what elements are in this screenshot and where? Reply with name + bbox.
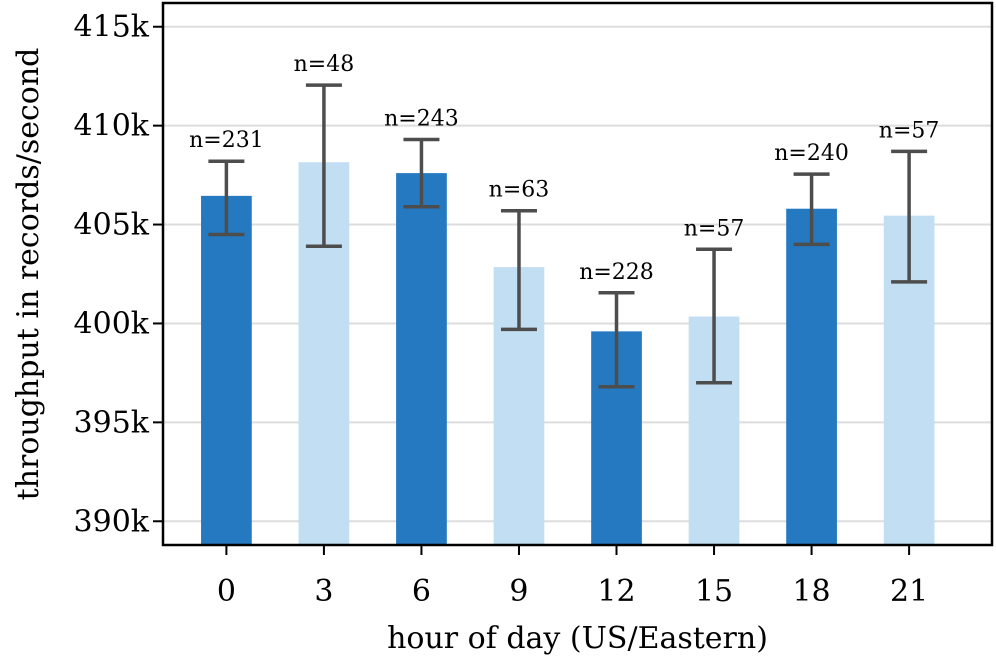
count-label: n=48: [294, 52, 355, 77]
y-tick-label: 410k: [74, 109, 150, 144]
bar-hour-18: [786, 208, 837, 545]
y-tick-label: 405k: [74, 208, 150, 243]
y-axis-label: throughput in records/second: [11, 48, 46, 501]
count-label: n=57: [684, 216, 745, 241]
x-tick-label: 18: [792, 574, 830, 609]
bar-hour-0: [201, 195, 252, 545]
bars: [201, 162, 935, 545]
plot-frame: [161, 1, 994, 547]
error-bars: [208, 83, 928, 389]
grid-lines: [163, 25, 992, 523]
x-axis-ticks: 0 3 6 9 12 15 18 21: [217, 545, 928, 609]
x-tick-label: 21: [890, 574, 928, 609]
x-tick-label: 3: [314, 574, 333, 609]
y-tick-label: 395k: [74, 405, 150, 440]
x-tick-label: 0: [217, 574, 236, 609]
x-tick-label: 9: [509, 574, 528, 609]
count-labels: n=231 n=48 n=243 n=63 n=228 n=57 n=240 n=57: [189, 52, 939, 285]
y-tick-label: 415k: [74, 10, 150, 45]
count-label: n=63: [489, 178, 550, 203]
y-axis-ticks: 390k 395k 400k 405k 410k 415k: [74, 10, 163, 539]
count-label: n=57: [879, 118, 940, 143]
bar-hour-6: [396, 173, 447, 545]
y-tick-label: 400k: [74, 306, 150, 341]
x-axis-label: hour of day (US/Eastern): [387, 621, 768, 656]
x-tick-label: 15: [695, 574, 733, 609]
x-tick-label: 12: [597, 574, 635, 609]
x-tick-label: 6: [412, 574, 431, 609]
count-label: n=231: [189, 128, 264, 153]
count-label: n=240: [774, 141, 849, 166]
count-label: n=243: [384, 106, 459, 131]
count-label: n=228: [579, 260, 654, 285]
y-tick-label: 390k: [74, 504, 150, 539]
